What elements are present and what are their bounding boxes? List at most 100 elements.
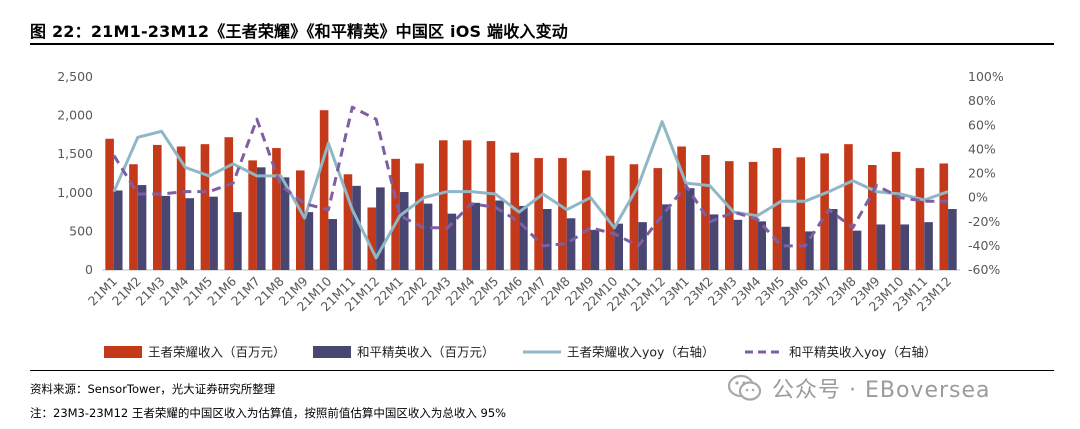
note-text: 注：23M3-23M12 王者荣耀的中国区收入为估算值，按照前值估算中国区收入为… bbox=[30, 406, 507, 420]
bar-hpjy bbox=[137, 185, 147, 270]
bar-wzry bbox=[534, 158, 543, 270]
bar-hpjy bbox=[423, 203, 433, 270]
left-axis-tick-label: 500 bbox=[69, 223, 93, 238]
bar-hpjy bbox=[233, 212, 242, 270]
bar-wzry bbox=[224, 137, 234, 270]
bar-hpjy bbox=[948, 209, 957, 270]
legend-entry: 王者荣耀收入yoy（右轴） bbox=[567, 345, 714, 360]
bar-hpjy bbox=[376, 187, 385, 270]
bar-hpjy bbox=[542, 209, 552, 270]
bar-wzry bbox=[272, 148, 281, 270]
bar-wzry bbox=[558, 158, 567, 270]
bar-wzry bbox=[438, 140, 448, 270]
bar-hpjy bbox=[566, 218, 576, 270]
bar-wzry bbox=[677, 146, 686, 270]
left-axis-tick-label: 1,500 bbox=[57, 146, 93, 161]
bar-hpjy bbox=[447, 213, 457, 270]
bar-wzry bbox=[391, 158, 400, 270]
watermark-text: 公众号 · EBoversea bbox=[772, 378, 991, 403]
bar-wzry bbox=[248, 160, 257, 270]
bar-wzry bbox=[343, 174, 353, 270]
bar-hpjy bbox=[805, 231, 814, 270]
bar-hpjy bbox=[256, 167, 266, 270]
wechat-icon bbox=[728, 374, 762, 401]
right-axis-tick-label: -20% bbox=[968, 214, 1000, 229]
bar-hpjy bbox=[185, 198, 195, 270]
bar-wzry bbox=[820, 153, 829, 270]
left-axis-tick-label: 2,500 bbox=[57, 69, 93, 84]
bar-hpjy bbox=[471, 202, 481, 270]
bar-wzry bbox=[844, 144, 853, 270]
bar-wzry bbox=[915, 168, 925, 270]
bar-hpjy bbox=[662, 204, 671, 270]
bar-hpjy bbox=[828, 209, 838, 270]
bar-wzry bbox=[796, 157, 806, 270]
bar-hpjy bbox=[781, 226, 790, 270]
chart-title: 图 22：21M1-23M12《王者荣耀》《和平精英》中国区 iOS 端收入变动 bbox=[30, 22, 569, 41]
bar-hpjy bbox=[924, 222, 933, 270]
source-text: 资料来源：SensorTower，光大证券研究所整理 bbox=[30, 382, 276, 396]
legend-swatch bbox=[313, 346, 351, 358]
bar-hpjy bbox=[519, 205, 528, 270]
bar-hpjy bbox=[304, 212, 314, 270]
bar-wzry bbox=[486, 141, 496, 270]
bar-hpjy bbox=[113, 190, 123, 270]
bar-wzry bbox=[152, 144, 162, 270]
right-axis-tick-label: 0% bbox=[968, 190, 988, 205]
bar-wzry bbox=[176, 146, 186, 270]
bar-wzry bbox=[367, 207, 377, 270]
left-axis-tick-label: 1,000 bbox=[57, 185, 93, 200]
legend-swatch bbox=[104, 346, 142, 358]
bar-wzry bbox=[891, 151, 901, 270]
footer-divider bbox=[30, 370, 1054, 371]
bar-hpjy bbox=[328, 219, 338, 270]
watermark: 公众号 · EBoversea bbox=[728, 372, 991, 404]
bar-hpjy bbox=[614, 223, 624, 270]
bar-hpjy bbox=[209, 196, 218, 270]
bar-hpjy bbox=[280, 177, 290, 270]
bar-wzry bbox=[295, 170, 305, 270]
bar-wzry bbox=[200, 144, 210, 270]
right-axis-tick-label: 60% bbox=[968, 117, 996, 132]
bar-hpjy bbox=[709, 214, 719, 270]
right-axis-tick-label: 100% bbox=[968, 69, 1004, 84]
bar-wzry bbox=[462, 140, 472, 270]
right-axis-tick-label: 80% bbox=[968, 93, 996, 108]
bar-wzry bbox=[939, 163, 949, 270]
bar-wzry bbox=[867, 165, 877, 270]
right-axis-tick-label: -60% bbox=[968, 262, 1000, 277]
bar-hpjy bbox=[161, 195, 171, 270]
bar-wzry bbox=[105, 138, 114, 270]
bar-hpjy bbox=[876, 224, 886, 270]
bar-hpjy bbox=[900, 224, 910, 270]
bar-hpjy bbox=[638, 222, 647, 270]
bar-wzry bbox=[510, 152, 520, 270]
bar-hpjy bbox=[399, 192, 409, 270]
left-axis-tick-label: 0 bbox=[85, 262, 93, 277]
bar-hpjy bbox=[495, 200, 504, 270]
bar-wzry bbox=[415, 163, 424, 270]
bar-wzry bbox=[772, 148, 782, 270]
line-hpjy-yoy bbox=[112, 105, 949, 248]
bar-hpjy bbox=[757, 221, 767, 270]
legend-entry: 和平精英收入yoy（右轴） bbox=[789, 345, 936, 360]
bar-hpjy bbox=[685, 188, 695, 270]
bar-hpjy bbox=[733, 219, 743, 270]
title-divider bbox=[30, 43, 1054, 45]
line-wzry-yoy bbox=[112, 120, 949, 260]
bar-hpjy bbox=[852, 230, 862, 270]
bar-hpjy bbox=[590, 229, 600, 270]
right-axis-tick-label: -40% bbox=[968, 238, 1000, 253]
bar-wzry bbox=[129, 164, 138, 270]
bar-wzry bbox=[629, 164, 639, 270]
bar-wzry bbox=[319, 110, 329, 270]
legend-entry: 王者荣耀收入（百万元） bbox=[148, 345, 286, 360]
bar-wzry bbox=[605, 155, 615, 270]
chart-canvas: 0 500 1,000 1,500 2,000 2,500 -60% -40% -20% 0% 20… bbox=[57, 69, 1004, 360]
bar-wzry bbox=[701, 154, 710, 270]
bar-hpjy bbox=[352, 185, 361, 270]
right-axis-tick-label: 20% bbox=[968, 166, 996, 181]
left-axis-tick-label: 2,000 bbox=[57, 108, 93, 123]
bar-wzry bbox=[724, 161, 734, 270]
bar-wzry bbox=[581, 170, 591, 270]
